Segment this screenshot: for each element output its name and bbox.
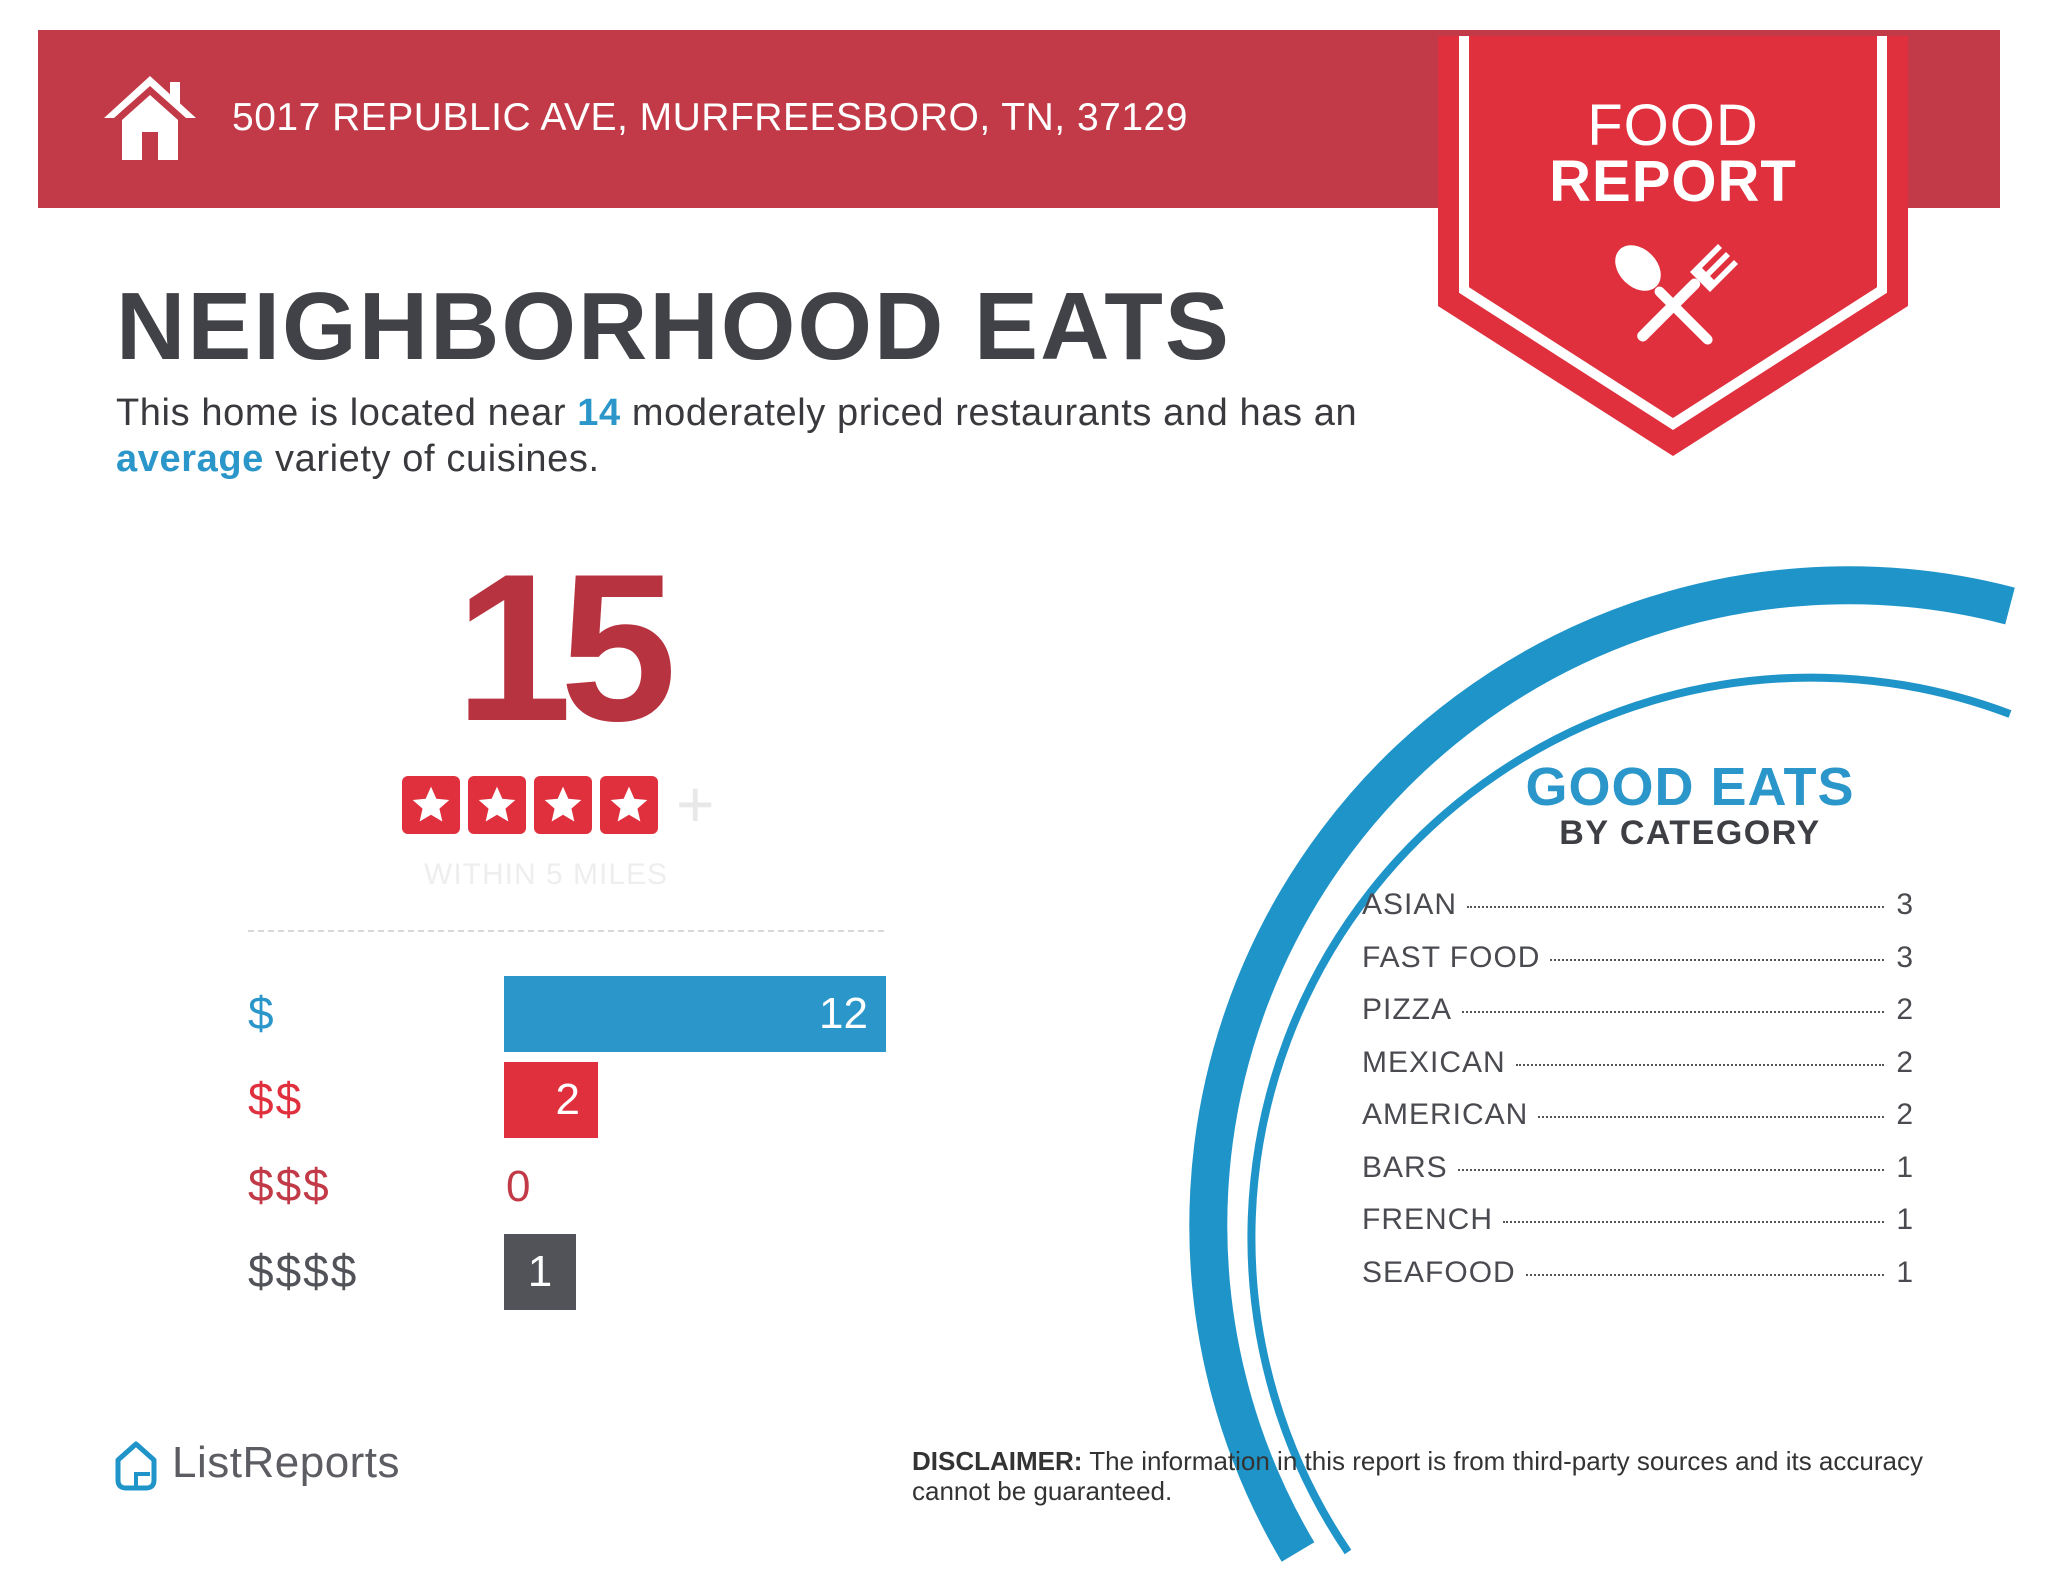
category-row: SEAFOOD 1 (1362, 1256, 1914, 1309)
category-name: BARS (1362, 1150, 1448, 1184)
dot-leader (1462, 1011, 1884, 1013)
listreports-logo-icon (115, 1441, 157, 1491)
dot-leader (1550, 958, 1884, 961)
category-name: FAST FOOD (1362, 940, 1541, 974)
address-text: 5017 REPUBLIC AVE, MURFREESBORO, TN, 371… (232, 96, 1188, 139)
good-eats-subtitle: BY CATEGORY (1559, 814, 1821, 852)
food-report-badge (1438, 36, 1908, 456)
category-row: ASIAN 3 (1362, 888, 1914, 941)
price-tier-value: 12 (819, 989, 868, 1038)
home-icon (104, 76, 196, 160)
price-tier-value: 1 (527, 1247, 553, 1296)
dot-leader (1538, 1116, 1884, 1118)
price-tier-label: $$$ (248, 1159, 331, 1211)
price-tier-value: 0 (506, 1162, 531, 1211)
within-miles-label: WITHIN 5 MILES (424, 858, 669, 891)
price-tier-label: $$$$ (248, 1245, 359, 1297)
price-tier-bar: 2 (504, 1062, 598, 1138)
category-name: MEXICAN (1362, 1045, 1506, 1079)
badge-line2: REPORT (1549, 149, 1797, 214)
category-name: FRENCH (1362, 1203, 1493, 1236)
summary-text: This home is located near 14 moderately … (116, 390, 1416, 482)
restaurant-count-highlight: 14 (577, 392, 621, 434)
spoon-fork-icon (1615, 244, 1738, 345)
price-tier-label: $$ (248, 1073, 304, 1125)
category-name: SEAFOOD (1362, 1255, 1516, 1289)
category-name: ASIAN (1362, 888, 1458, 921)
category-count: 3 (1896, 940, 1914, 974)
summary-part1: This home is located near (116, 392, 578, 434)
disclaimer-text: The information in this report is from t… (912, 1446, 1923, 1506)
category-count: 2 (1896, 1098, 1914, 1131)
category-row: FAST FOOD 3 (1362, 941, 1914, 994)
dot-leader (1457, 1168, 1884, 1171)
badge-line1: FOOD (1587, 93, 1759, 158)
category-count: 2 (1896, 993, 1914, 1026)
price-tier-bar: 1 (504, 1234, 576, 1310)
dot-leader (1503, 1221, 1884, 1223)
star-icon (600, 776, 658, 834)
dot-leader (1467, 906, 1884, 908)
category-count: 1 (1896, 1150, 1914, 1184)
section-divider (248, 930, 884, 932)
disclaimer-label: DISCLAIMER: (912, 1446, 1083, 1476)
category-row: AMERICAN 2 (1362, 1098, 1914, 1151)
category-count: 1 (1896, 1255, 1914, 1289)
variety-highlight: average (116, 438, 264, 480)
plus-icon: + (676, 771, 726, 837)
category-name: PIZZA (1362, 993, 1453, 1026)
restaurant-total: 15 (455, 530, 677, 765)
listreports-logo-text: ListReports (172, 1438, 401, 1487)
food-report-title: FOOD REPORT (1438, 93, 1908, 214)
category-row: PIZZA 2 (1362, 993, 1914, 1046)
category-name: AMERICAN (1362, 1098, 1529, 1131)
summary-part2: moderately priced restaurants and has an (620, 392, 1358, 434)
category-row: BARS 1 (1362, 1151, 1914, 1204)
dot-leader (1515, 1063, 1884, 1066)
category-list: ASIAN 3 FAST FOOD 3 PIZZA 2 MEXICAN 2 AMERICAN 2 B… (1362, 888, 1914, 1308)
star-icon (534, 776, 592, 834)
star-icon (468, 776, 526, 834)
star-rating (402, 776, 658, 834)
price-tier-label: $ (248, 987, 276, 1039)
page-title: NEIGHBORHOOD EATS (116, 273, 1231, 380)
good-eats-title: GOOD EATS (1525, 757, 1855, 817)
category-row: MEXICAN 2 (1362, 1046, 1914, 1099)
disclaimer: DISCLAIMER: The information in this repo… (912, 1446, 1932, 1506)
price-tier-value: 2 (555, 1075, 580, 1124)
dot-leader (1525, 1273, 1884, 1276)
price-tier-bar: 12 (504, 976, 886, 1052)
category-count: 2 (1896, 1045, 1914, 1079)
category-count: 1 (1896, 1203, 1914, 1236)
star-icon (402, 776, 460, 834)
category-count: 3 (1896, 888, 1914, 921)
category-row: FRENCH 1 (1362, 1203, 1914, 1256)
summary-part3: variety of cuisines. (263, 438, 600, 480)
plus-sign: + (676, 767, 715, 841)
